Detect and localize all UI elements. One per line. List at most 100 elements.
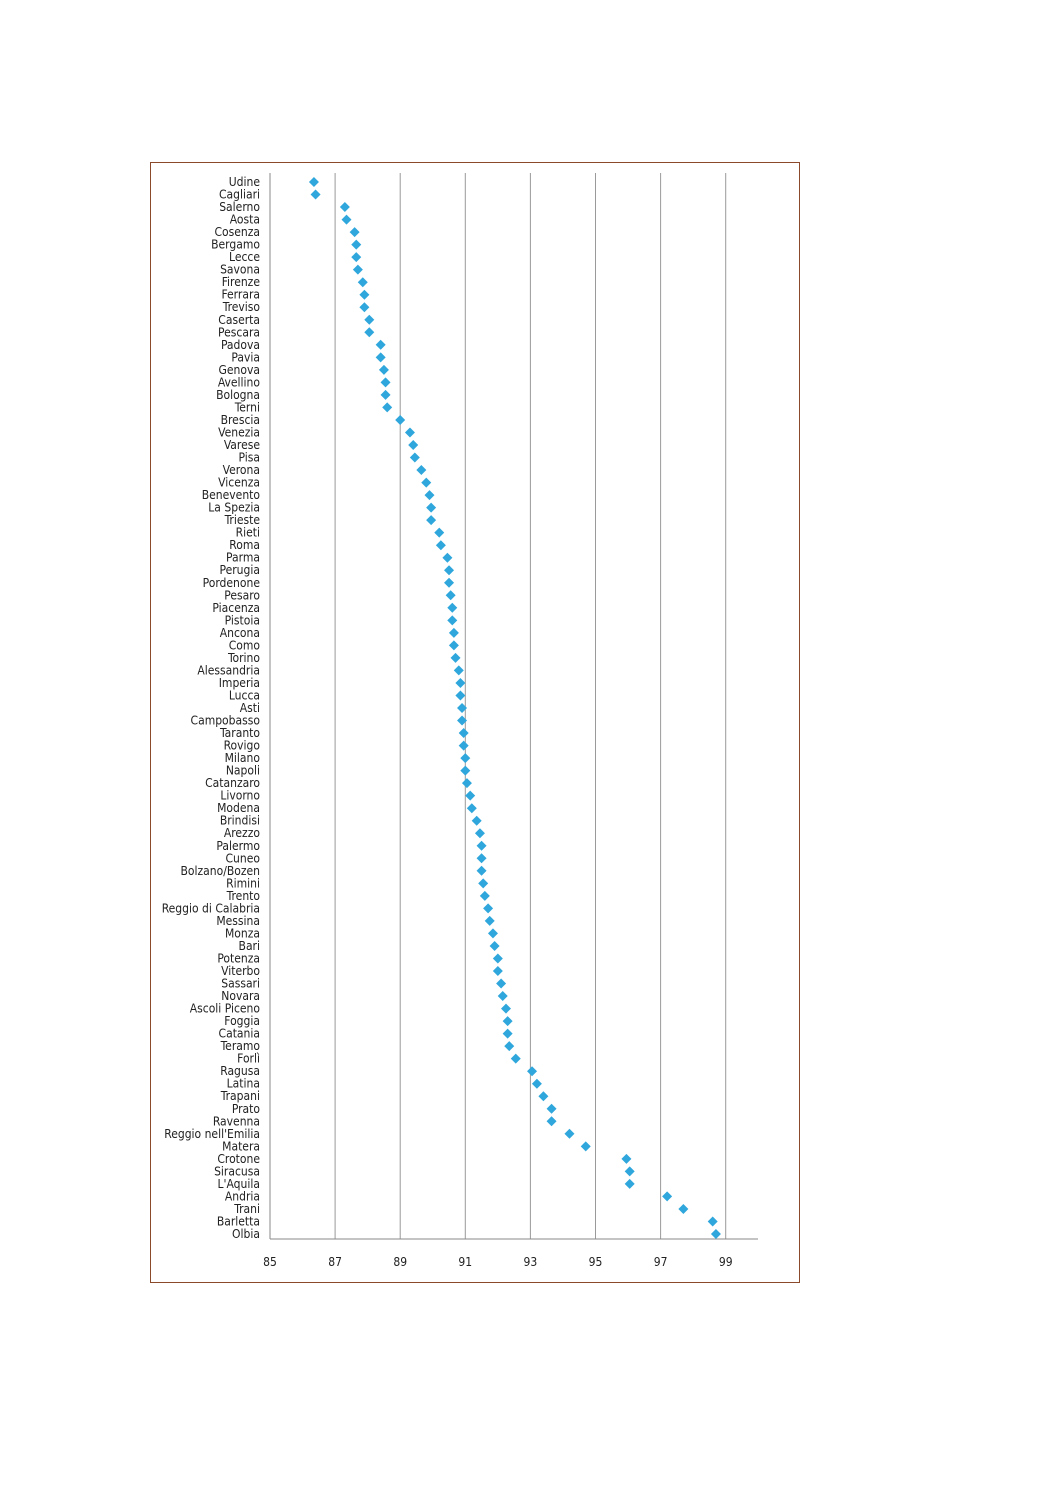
- data-point: [351, 252, 362, 263]
- data-point: [471, 815, 482, 826]
- data-point: [339, 202, 350, 213]
- data-point: [450, 652, 461, 663]
- data-point: [447, 615, 458, 626]
- category-label: Sassari: [221, 977, 260, 991]
- chart-frame: 85 87 89 91 93 95 97 99 Udine Cagliari Salerno Aos…: [150, 162, 800, 1283]
- data-point: [375, 339, 386, 350]
- category-label: Foggia: [224, 1014, 260, 1028]
- data-point: [502, 1028, 513, 1039]
- category-label: Pesaro: [224, 588, 260, 602]
- category-label: Venezia: [218, 425, 260, 439]
- data-point: [378, 364, 389, 375]
- category-label: Ancona: [220, 626, 260, 640]
- category-label: Udine: [229, 175, 261, 189]
- data-point: [500, 1003, 511, 1014]
- category-label: Como: [229, 638, 261, 652]
- data-point: [448, 627, 459, 638]
- category-label: Campobasso: [191, 714, 261, 728]
- category-label: Asti: [240, 701, 260, 715]
- x-axis: [269, 173, 758, 1240]
- data-point: [310, 189, 321, 200]
- data-point: [455, 690, 466, 701]
- data-point: [476, 840, 487, 851]
- category-label: Viterbo: [221, 964, 260, 978]
- scatter-chart: 85 87 89 91 93 95 97 99 UdineCagliariSalernoAos…: [162, 173, 758, 1269]
- category-label: Bolzano/Bozen: [180, 864, 260, 878]
- data-point: [382, 402, 393, 413]
- category-label: Pisa: [239, 451, 261, 465]
- category-label: Pescara: [218, 325, 260, 339]
- data-point: [380, 377, 391, 388]
- data-point: [510, 1053, 521, 1064]
- category-label: Savona: [220, 263, 260, 277]
- data-point: [710, 1229, 721, 1239]
- category-label: Catania: [219, 1027, 260, 1041]
- category-labels: UdineCagliariSalernoAostaCosenzaBergamoL…: [162, 175, 261, 1241]
- data-point: [359, 302, 370, 313]
- data-point: [492, 953, 503, 964]
- category-label: Catanzaro: [205, 776, 260, 790]
- category-label: Messina: [216, 914, 260, 928]
- category-label: Padova: [221, 338, 260, 352]
- category-label: Trento: [226, 889, 261, 903]
- data-point: [678, 1203, 689, 1214]
- category-label: Lecce: [229, 250, 260, 264]
- data-point: [457, 703, 468, 713]
- category-label: Rimini: [226, 876, 260, 890]
- category-label: Crotone: [217, 1152, 260, 1166]
- data-point: [484, 915, 495, 926]
- data-point: [447, 602, 458, 613]
- category-label: Verona: [223, 463, 260, 477]
- category-label: Ragusa: [220, 1064, 260, 1078]
- data-point: [460, 753, 471, 764]
- data-point: [531, 1078, 542, 1089]
- category-label: Forlì: [237, 1052, 260, 1066]
- data-point: [426, 515, 437, 526]
- grid-lines: [334, 173, 727, 1239]
- category-label: Terni: [234, 400, 260, 414]
- data-point: [421, 477, 432, 488]
- data-point: [435, 540, 446, 551]
- data-point: [308, 177, 319, 187]
- data-point: [380, 389, 391, 400]
- data-point: [395, 414, 406, 425]
- category-label: Barletta: [217, 1214, 260, 1228]
- data-point: [461, 778, 472, 789]
- data-point: [707, 1216, 718, 1227]
- category-label: Andria: [225, 1189, 260, 1203]
- category-label: Roma: [229, 538, 260, 552]
- category-label: Livorno: [220, 789, 260, 803]
- data-point: [479, 890, 490, 901]
- category-label: Treviso: [222, 300, 261, 314]
- category-label: L'Aquila: [218, 1177, 260, 1191]
- category-label: Reggio di Calabria: [162, 901, 260, 915]
- category-label: Pordenone: [203, 576, 261, 590]
- category-label: Ravenna: [213, 1114, 260, 1128]
- category-label: Reggio nell'Emilia: [164, 1127, 260, 1141]
- x-tick-label: 87: [328, 1255, 342, 1269]
- data-point: [375, 352, 386, 363]
- category-label: Piacenza: [212, 601, 260, 615]
- data-point: [546, 1116, 557, 1127]
- data-point: [424, 490, 435, 501]
- category-label: Torino: [227, 651, 260, 665]
- category-label: Cosenza: [214, 225, 260, 239]
- data-point: [409, 452, 420, 463]
- data-point: [497, 991, 508, 1002]
- x-tick-label: 99: [719, 1255, 733, 1269]
- data-point: [496, 978, 507, 989]
- category-label: Varese: [224, 438, 261, 452]
- data-point: [364, 314, 375, 325]
- category-label: Palermo: [216, 839, 260, 853]
- data-point: [359, 289, 370, 300]
- category-label: Brindisi: [220, 814, 260, 828]
- category-label: Latina: [227, 1077, 260, 1091]
- data-point: [465, 790, 476, 801]
- category-label: Trani: [233, 1202, 260, 1216]
- data-point: [434, 527, 445, 538]
- data-point: [504, 1041, 515, 1052]
- category-label: Rovigo: [224, 739, 261, 753]
- category-label: Ferrara: [221, 288, 260, 302]
- x-tick-label: 91: [458, 1255, 472, 1269]
- category-label: Siracusa: [214, 1164, 260, 1178]
